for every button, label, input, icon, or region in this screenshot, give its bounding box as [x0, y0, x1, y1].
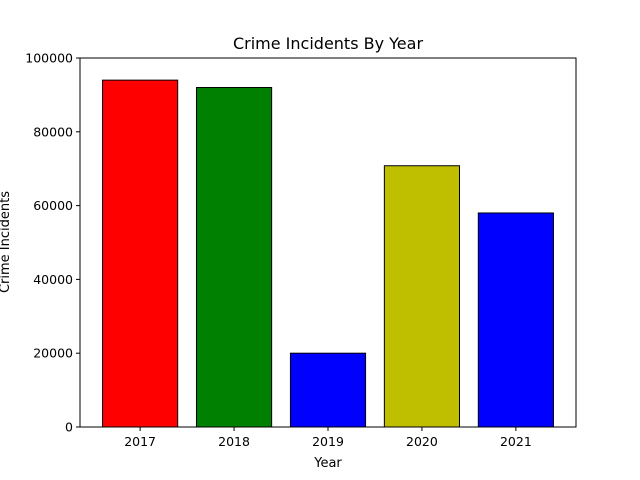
- bar-2018: [195, 87, 273, 428]
- x-axis-ticks: 2017 2018 2019 2020 2021: [124, 427, 532, 449]
- x-tick-label-2019: 2019: [312, 434, 344, 449]
- x-axis-label: Year: [313, 456, 342, 471]
- bar-2017: [102, 79, 179, 428]
- y-tick-label-40000: 40000: [33, 272, 73, 287]
- y-tick-label-0: 0: [65, 420, 73, 435]
- x-tick-label-2017: 2017: [124, 434, 156, 449]
- y-tick-label-20000: 20000: [33, 346, 73, 361]
- y-tick-label-100000: 100000: [25, 51, 73, 66]
- x-tick-label-2018: 2018: [218, 434, 250, 449]
- y-axis-ticks: 0 20000 40000 60000 80000 100000: [25, 51, 80, 435]
- plot-area-frame: [79, 57, 577, 428]
- y-tick-label-60000: 60000: [33, 198, 73, 213]
- bar-2021: [477, 212, 554, 428]
- bar-2020: [383, 165, 461, 428]
- y-tick-label-80000: 80000: [33, 124, 73, 139]
- y-axis-label: Crime Incidents: [0, 191, 13, 293]
- bars-group: [102, 79, 554, 428]
- x-tick-label-2021: 2021: [500, 434, 532, 449]
- x-tick-label-2020: 2020: [406, 434, 438, 449]
- bar-2019: [289, 352, 367, 428]
- chart-title: Crime Incidents By Year: [233, 34, 423, 53]
